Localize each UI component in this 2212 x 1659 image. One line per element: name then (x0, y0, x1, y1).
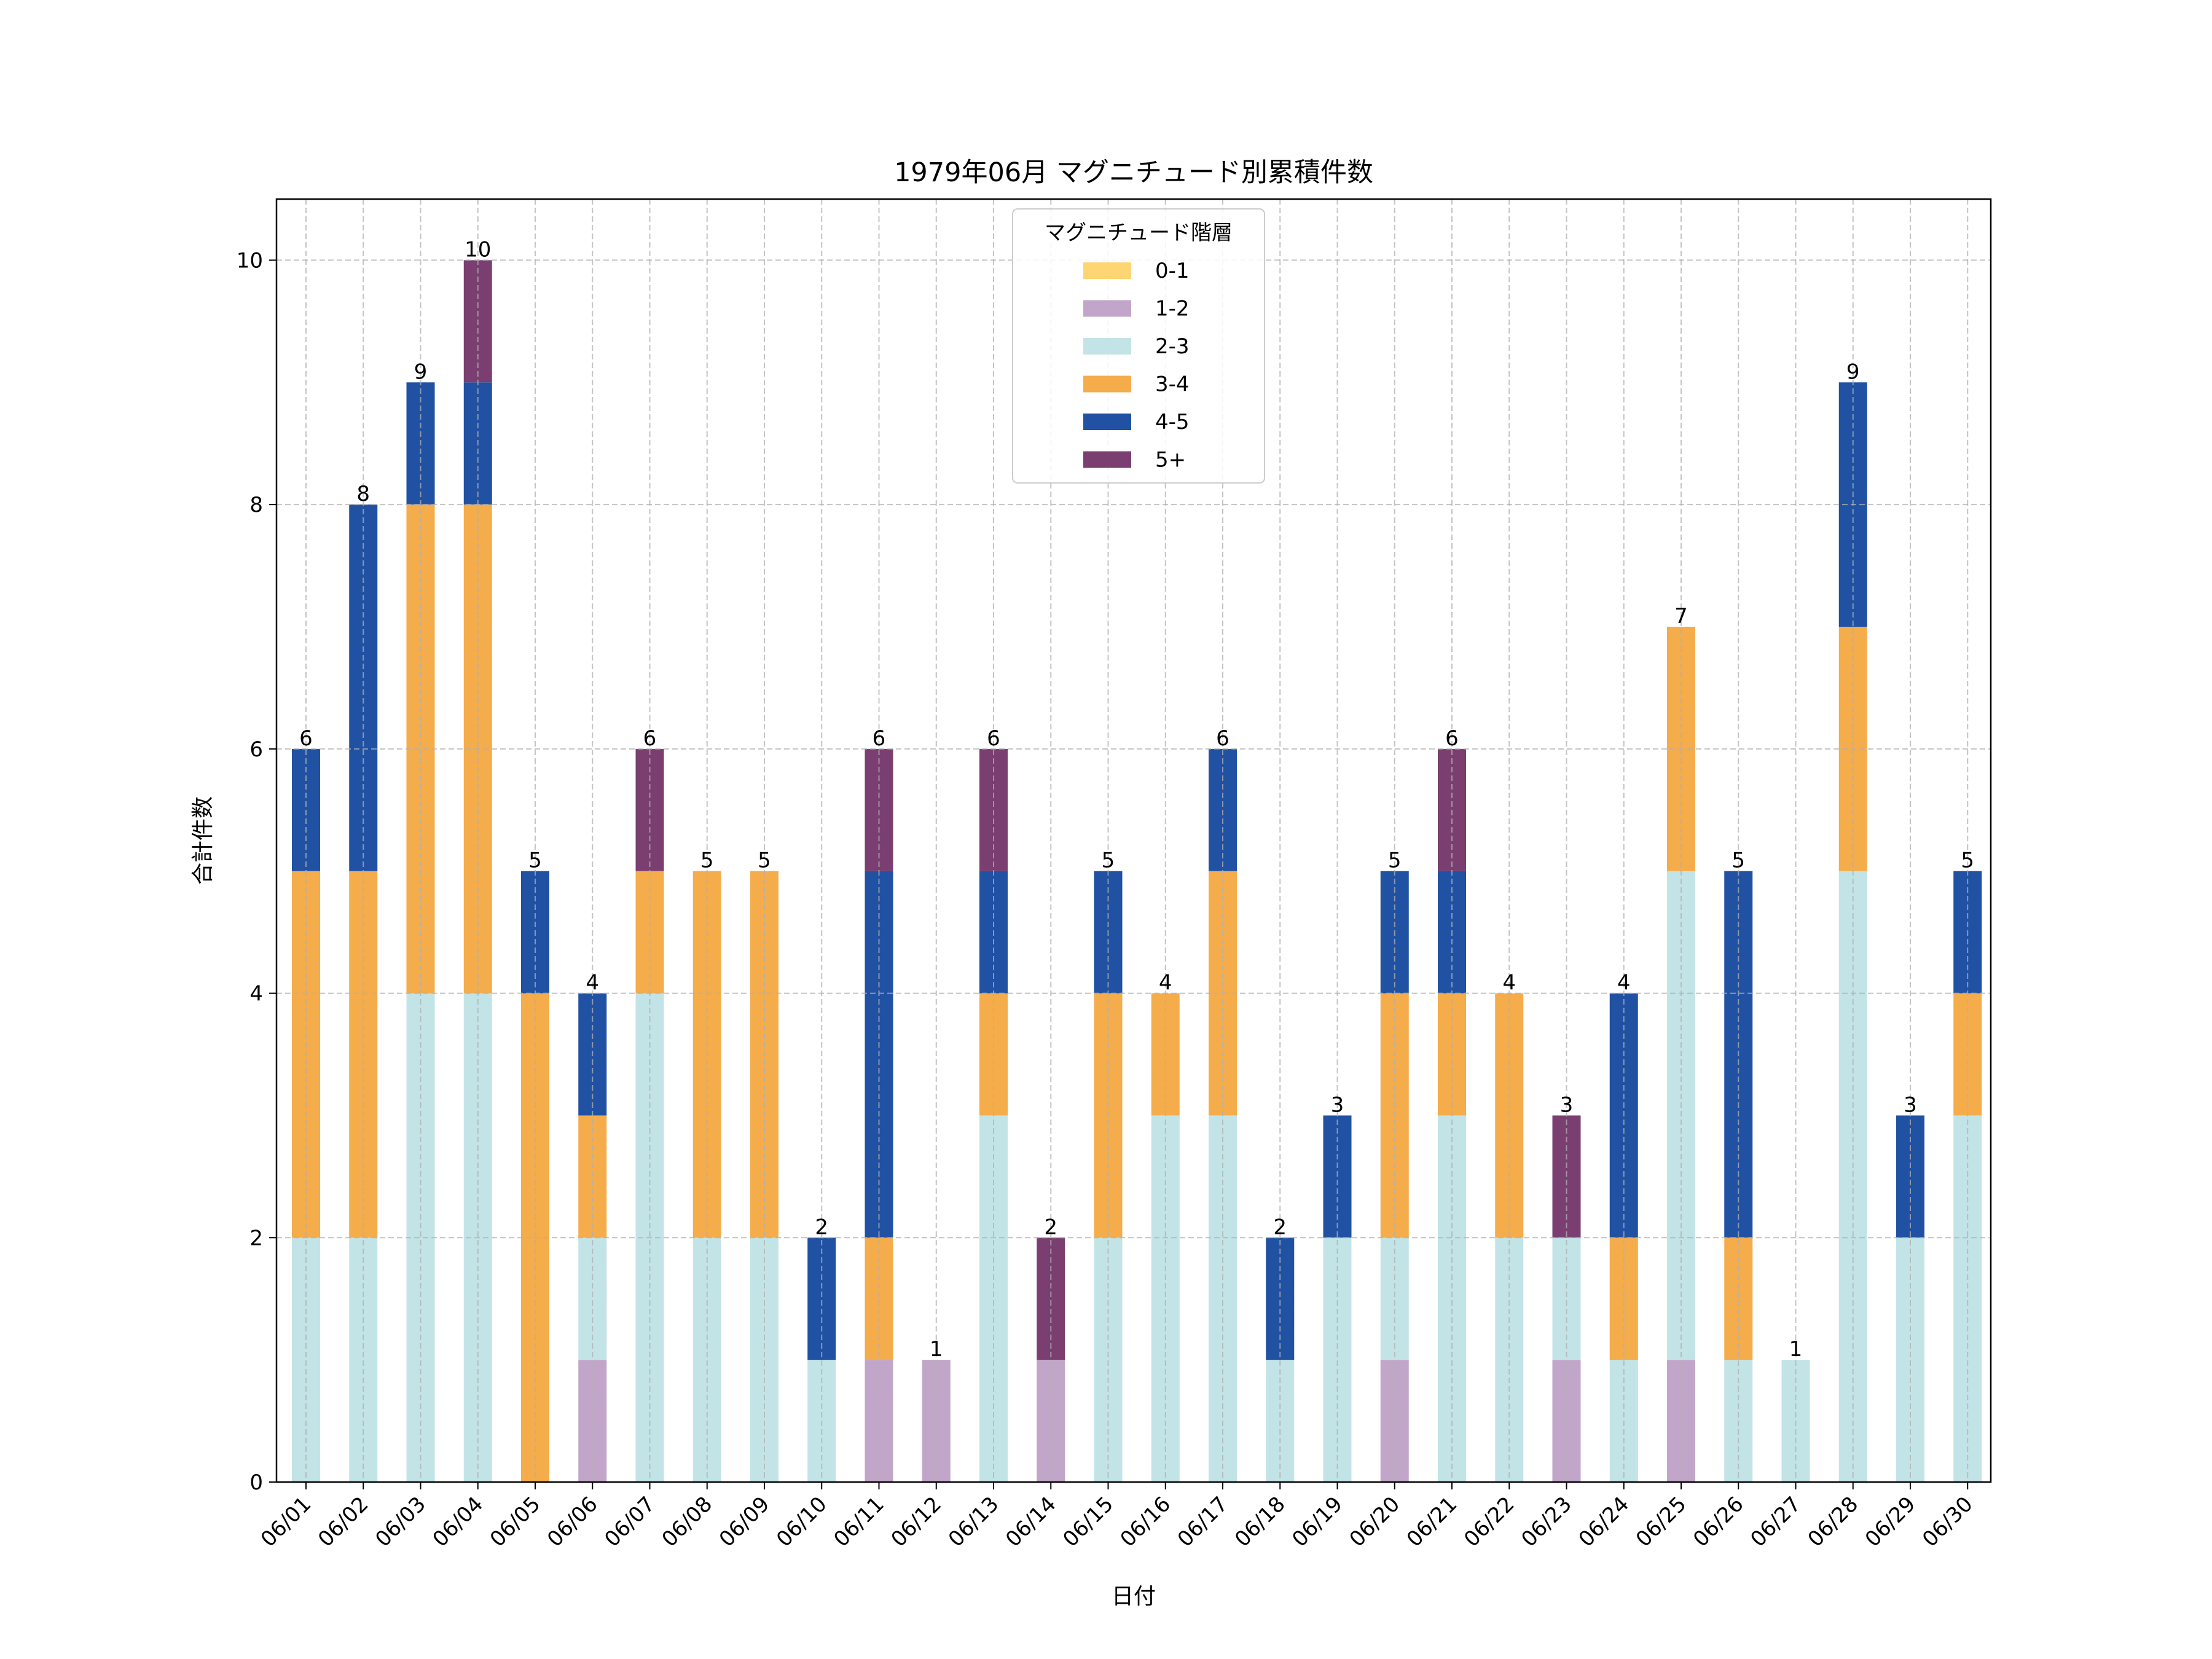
total-label: 6 (1216, 726, 1230, 751)
bar-segment-2-3-06-02 (349, 1237, 378, 1482)
total-label: 6 (1445, 726, 1459, 751)
legend-label: 0-1 (1155, 259, 1190, 283)
x-axis-label: 日付 (1112, 1584, 1156, 1609)
bar-segment-2-3-06-17 (1209, 1115, 1237, 1482)
total-label: 4 (1159, 971, 1172, 995)
legend-label: 4-5 (1155, 410, 1190, 434)
bar-segment-4-5-06-02 (349, 504, 378, 871)
y-tick-label: 0 (249, 1470, 263, 1495)
total-label: 5 (1961, 849, 1974, 873)
total-label: 5 (528, 849, 542, 873)
total-label: 2 (815, 1215, 828, 1239)
legend-swatch-0-1 (1083, 262, 1131, 279)
y-axis: 0 2 4 6 8 10 (237, 248, 276, 1495)
legend-title: マグニチュード階層 (1045, 221, 1233, 245)
total-label: 8 (356, 482, 370, 506)
total-label: 3 (1560, 1092, 1574, 1117)
total-label: 4 (586, 971, 599, 995)
legend-swatch-4-5 (1083, 414, 1131, 430)
bar-segment-2-3-06-09 (750, 1237, 779, 1482)
total-label: 5 (1732, 849, 1745, 873)
bar-segment-2-3-06-01 (292, 1237, 320, 1482)
total-label: 4 (1617, 971, 1631, 995)
total-label: 6 (299, 726, 313, 751)
bar-segment-3-4-06-11 (865, 1237, 893, 1360)
total-label: 6 (873, 726, 886, 751)
legend-swatch-5+ (1083, 451, 1131, 468)
bar-segment-3-4-06-03 (406, 504, 435, 994)
bar-segment-2-3-06-21 (1438, 1115, 1466, 1482)
y-tick-label: 6 (249, 737, 263, 762)
bar-segment-5+-06-14 (1037, 1237, 1065, 1360)
bar-segment-3-4-06-26 (1724, 1237, 1753, 1360)
total-label: 7 (1674, 604, 1688, 629)
total-label: 5 (700, 849, 714, 873)
legend-items: 0-1 1-2 2-3 3-4 4-5 5+ (1083, 259, 1190, 473)
bar-segment-2-3-06-23 (1552, 1237, 1581, 1360)
legend-label: 1-2 (1155, 297, 1190, 321)
bar-segment-2-3-06-15 (1094, 1237, 1123, 1482)
bar-segment-2-3-06-16 (1151, 1115, 1180, 1482)
total-label: 2 (1273, 1215, 1287, 1239)
legend-label: 2-3 (1155, 334, 1190, 359)
legend-box (1012, 208, 1265, 484)
legend-swatch-3-4 (1083, 375, 1131, 393)
total-label: 9 (1846, 359, 1860, 384)
plot-frame (275, 198, 1992, 1483)
bar-segment-4-5-06-10 (807, 1237, 836, 1360)
total-label: 5 (1102, 849, 1115, 873)
total-label: 6 (643, 726, 657, 751)
bar-segment-2-3-06-08 (692, 1237, 721, 1482)
bar-segment-2-3-06-06 (578, 1237, 607, 1360)
total-label: 1 (1789, 1337, 1803, 1362)
bar-segment-2-3-06-13 (979, 1115, 1008, 1482)
chart-title: 1979年06月 マグニチュード別累積件数 (894, 157, 1373, 188)
bar-segment-2-3-06-29 (1896, 1237, 1924, 1482)
data-labels: 6 8 9 10 5 4 6 5 5 2 6 1 6 2 5 4 6 2 3 5 6 4 3 4 7 5 1 9 3 5 (299, 237, 1974, 1362)
legend: マグニチュード階層 0-1 1-2 2-3 3-4 4-5 5+ (1012, 208, 1265, 484)
bar-segment-2-3-06-03 (406, 993, 435, 1482)
grid-lines (276, 199, 1991, 1483)
legend-swatch-1-2 (1083, 300, 1131, 317)
y-tick-label: 4 (249, 982, 263, 1006)
bar-segment-2-3-06-30 (1953, 1115, 1982, 1482)
y-tick-label: 2 (249, 1226, 263, 1250)
total-label: 5 (1388, 849, 1402, 873)
y-tick-label: 8 (249, 493, 263, 517)
legend-label: 5+ (1155, 448, 1186, 473)
bar-segment-4-5-06-18 (1266, 1237, 1295, 1360)
y-axis-label: 合計件数 (190, 796, 216, 885)
legend-swatch-2-3 (1083, 338, 1131, 355)
bar-segment-3-4-06-24 (1609, 1237, 1638, 1360)
total-label: 6 (987, 726, 1000, 751)
bar-segment-2-3-06-19 (1323, 1237, 1352, 1482)
y-tick-label: 10 (237, 248, 263, 273)
total-label: 9 (414, 359, 428, 384)
total-label: 1 (930, 1337, 943, 1362)
total-label: 3 (1904, 1092, 1917, 1117)
total-label: 5 (758, 849, 771, 873)
bar-segment-2-3-06-20 (1380, 1237, 1409, 1360)
total-label: 10 (465, 237, 491, 262)
bar-segment-2-3-06-22 (1495, 1237, 1524, 1482)
total-label: 3 (1331, 1092, 1344, 1117)
total-label: 4 (1502, 971, 1516, 995)
total-label: 2 (1044, 1215, 1057, 1239)
legend-label: 3-4 (1155, 372, 1190, 397)
